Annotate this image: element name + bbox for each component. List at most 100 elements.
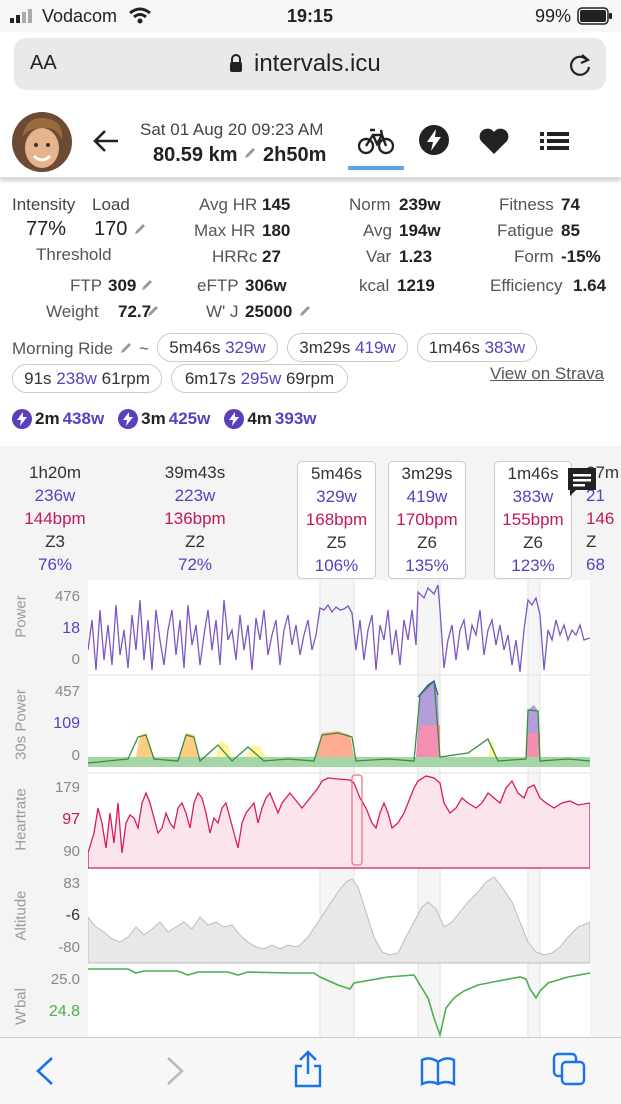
peak-effort[interactable]: 4m 393w (224, 409, 317, 429)
status-bar: Vodacom 19:15 99% (0, 0, 621, 32)
form-value: -15% (561, 247, 601, 266)
address-bar[interactable]: AA intervals.icu (14, 38, 606, 90)
avg-hr-label: Avg HR (199, 195, 258, 214)
interval-summary[interactable]: 1h20m 236w 144bpm Z3 76% (24, 463, 86, 574)
bolt-icon (12, 409, 32, 429)
load-label: Load (92, 195, 130, 214)
max-hr-label: Max HR (194, 221, 256, 240)
text-size-button[interactable]: AA (30, 52, 57, 74)
edit-pencil-icon[interactable] (243, 146, 257, 160)
interval-pill[interactable]: 3m29s 419w (287, 333, 408, 362)
ride-name[interactable]: Morning Ride (12, 339, 114, 358)
power-max: 476 (54, 588, 80, 605)
var-label: Var (366, 247, 392, 266)
avg-power-label: Avg (363, 221, 392, 240)
power-min: 0 (71, 651, 80, 668)
battery-icon (577, 7, 612, 25)
interval-pill[interactable]: 6m17s 295w 69rpm (171, 364, 348, 393)
var-value: 1.23 (399, 247, 433, 266)
activity-charts[interactable] (88, 580, 590, 1037)
altitude-area (88, 876, 590, 964)
interval-summary[interactable]: 39m43s 223w 136bpm Z2 72% (164, 463, 226, 574)
interval-pill[interactable]: 1m46s 383w (417, 333, 537, 362)
heartrate-axis-title: Heartrate (12, 788, 30, 851)
carrier-name: Vodacom (42, 6, 118, 26)
power30-min: 0 (71, 747, 80, 764)
heartrate-min: 90 (63, 843, 80, 860)
tab-active-indicator (348, 166, 404, 170)
power-line (88, 584, 590, 673)
max-hr-value: 180 (262, 221, 291, 240)
altitude-max: 83 (63, 875, 80, 892)
wj-value[interactable]: 25000 (245, 302, 293, 321)
list-tab-icon[interactable] (540, 130, 570, 152)
intensity-value: 77% (26, 218, 67, 240)
tilde: ~ (139, 339, 149, 358)
efficiency-label: Efficiency (490, 276, 563, 295)
edit-pencil-icon[interactable] (298, 304, 312, 318)
interval-pill[interactable]: 91s 238w 61rpm (12, 364, 162, 393)
signal-icon (10, 9, 32, 23)
form-label: Form (514, 247, 554, 266)
forward-chevron-icon[interactable] (164, 1056, 186, 1086)
heartrate-area (88, 775, 590, 869)
interval-summary[interactable]: 3m29s 419w 170bpm Z6 135% (388, 461, 466, 579)
weight-label: Weight (46, 302, 99, 321)
back-chevron-icon[interactable] (34, 1056, 56, 1086)
browser-toolbar (0, 1037, 621, 1104)
kcal-value: 1219 (397, 276, 435, 295)
tabs-icon[interactable] (552, 1052, 588, 1088)
eftp-value: 306w (245, 276, 287, 295)
wbal-line (88, 968, 590, 1037)
heartrate-mid: 97 (62, 811, 80, 828)
fitness-value: 74 (561, 195, 580, 214)
bike-icon[interactable] (358, 124, 394, 156)
power-bolt-tab-icon[interactable] (418, 124, 450, 156)
battery-percent: 99% (535, 6, 572, 26)
interval-pill[interactable]: 5m46s 329w (157, 333, 278, 362)
edit-pencil-icon[interactable] (140, 278, 154, 292)
bookmarks-icon[interactable] (420, 1056, 456, 1086)
kcal-label: kcal (359, 276, 390, 295)
efficiency-value: 1.64 (573, 276, 607, 295)
hrrc-label: HRRc (212, 247, 258, 266)
back-arrow-icon[interactable] (92, 128, 120, 154)
heart-tab-icon[interactable] (478, 127, 510, 155)
activity-header: Sat 01 Aug 20 09:23 AM 80.59 km 2h50m (0, 104, 621, 178)
interval-summary[interactable]: 27m 21 146 Z 68 (586, 463, 620, 574)
ftp-label: FTP (70, 276, 103, 295)
peak-effort[interactable]: 2m 438w (12, 409, 104, 429)
avg-power-value: 194w (399, 221, 441, 240)
fatigue-label: Fatigue (497, 221, 554, 240)
activity-distance[interactable]: 80.59 km (153, 144, 238, 166)
load-value[interactable]: 170 (94, 218, 128, 240)
edit-pencil-icon[interactable] (146, 304, 160, 318)
peak-efforts: 2m 438w 3m 425w 4m 393w (12, 409, 317, 429)
weight-value[interactable]: 72.7 (118, 302, 152, 321)
edit-pencil-icon[interactable] (133, 222, 147, 236)
reload-icon[interactable] (567, 52, 593, 78)
wj-label: W' J (206, 302, 239, 321)
wbal-mid: 24.8 (48, 1003, 80, 1020)
lock-icon (230, 54, 242, 72)
interval-summary[interactable]: 1m46s 383w 155bpm Z6 123% (494, 461, 572, 579)
altitude-mid: -6 (65, 907, 80, 924)
clock: 19:15 (287, 6, 334, 26)
power30-mid: 109 (53, 715, 80, 732)
norm-value: 239w (399, 195, 441, 214)
norm-label: Norm (349, 195, 391, 214)
ftp-value[interactable]: 309 (108, 276, 137, 295)
edit-pencil-icon[interactable] (119, 341, 133, 355)
avatar[interactable] (12, 112, 72, 172)
power30-max: 457 (54, 683, 80, 700)
activity-date: Sat 01 Aug 20 09:23 AM (140, 120, 324, 139)
view-on-strava-link[interactable]: View on Strava (490, 364, 605, 383)
avg-hr-value: 145 (262, 195, 291, 214)
share-icon[interactable] (292, 1050, 324, 1088)
power30-line (88, 679, 590, 764)
power30-axis-title: 30s Power (12, 689, 30, 760)
interval-summary[interactable]: 5m46s 329w 168bpm Z5 106% (297, 461, 376, 579)
comment-icon[interactable] (566, 466, 598, 498)
url-text[interactable]: intervals.icu (254, 50, 381, 77)
peak-effort[interactable]: 3m 425w (118, 409, 210, 429)
